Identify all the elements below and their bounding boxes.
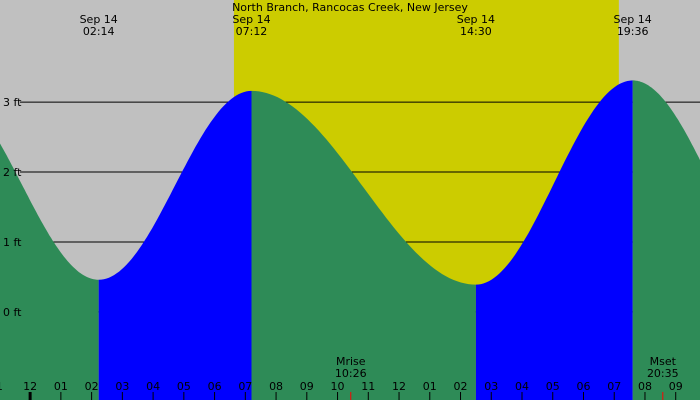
falling-tide [0,143,99,400]
extreme-date: Sep 14 [457,13,495,26]
x-tick-label: 06 [208,380,222,393]
x-tick-label: 06 [576,380,590,393]
x-tick-label: 04 [146,380,160,393]
x-tick-label: 07 [607,380,621,393]
moon-time: 20:35 [647,367,679,380]
extreme-date: Sep 14 [614,13,652,26]
x-tick-label: 04 [515,380,529,393]
x-tick-label: 01 [423,380,437,393]
x-tick-label: 09 [669,380,683,393]
falling-tide [632,80,700,400]
extreme-date: Sep 14 [232,13,270,26]
x-tick-label: 02 [85,380,99,393]
x-tick-label: 08 [269,380,283,393]
x-tick-label: 03 [115,380,129,393]
extreme-date: Sep 14 [80,13,118,26]
x-tick-label: 03 [484,380,498,393]
x-tick-label: 11 [361,380,375,393]
chart-title: North Branch, Rancocas Creek, New Jersey [232,1,468,14]
x-tick-label: 07 [238,380,252,393]
x-tick-label: 02 [454,380,468,393]
moon-label: Mset [650,355,677,368]
y-tick-label: 3 ft [3,96,22,109]
x-tick-label: 08 [638,380,652,393]
extreme-time: 02:14 [83,25,115,38]
moon-label: Mrise [336,355,366,368]
moon-time: 10:26 [335,367,367,380]
x-tick-label: 05 [177,380,191,393]
rising-tide [475,80,633,400]
extreme-time: 14:30 [460,25,492,38]
falling-tide [251,90,476,400]
rising-tide [98,90,252,400]
x-tick-label: 12 [23,380,37,393]
y-tick-label: 2 ft [3,166,22,179]
x-tick-label: 09 [300,380,314,393]
extreme-time: 19:36 [617,25,649,38]
x-tick-label: 12 [392,380,406,393]
extreme-time: 07:12 [236,25,268,38]
x-tick-label: 01 [54,380,68,393]
y-tick-label: 0 ft [3,306,22,319]
x-tick-label: 1 [0,380,3,393]
y-tick-label: 1 ft [3,236,22,249]
x-tick-label: 10 [331,380,345,393]
x-tick-label: 05 [546,380,560,393]
